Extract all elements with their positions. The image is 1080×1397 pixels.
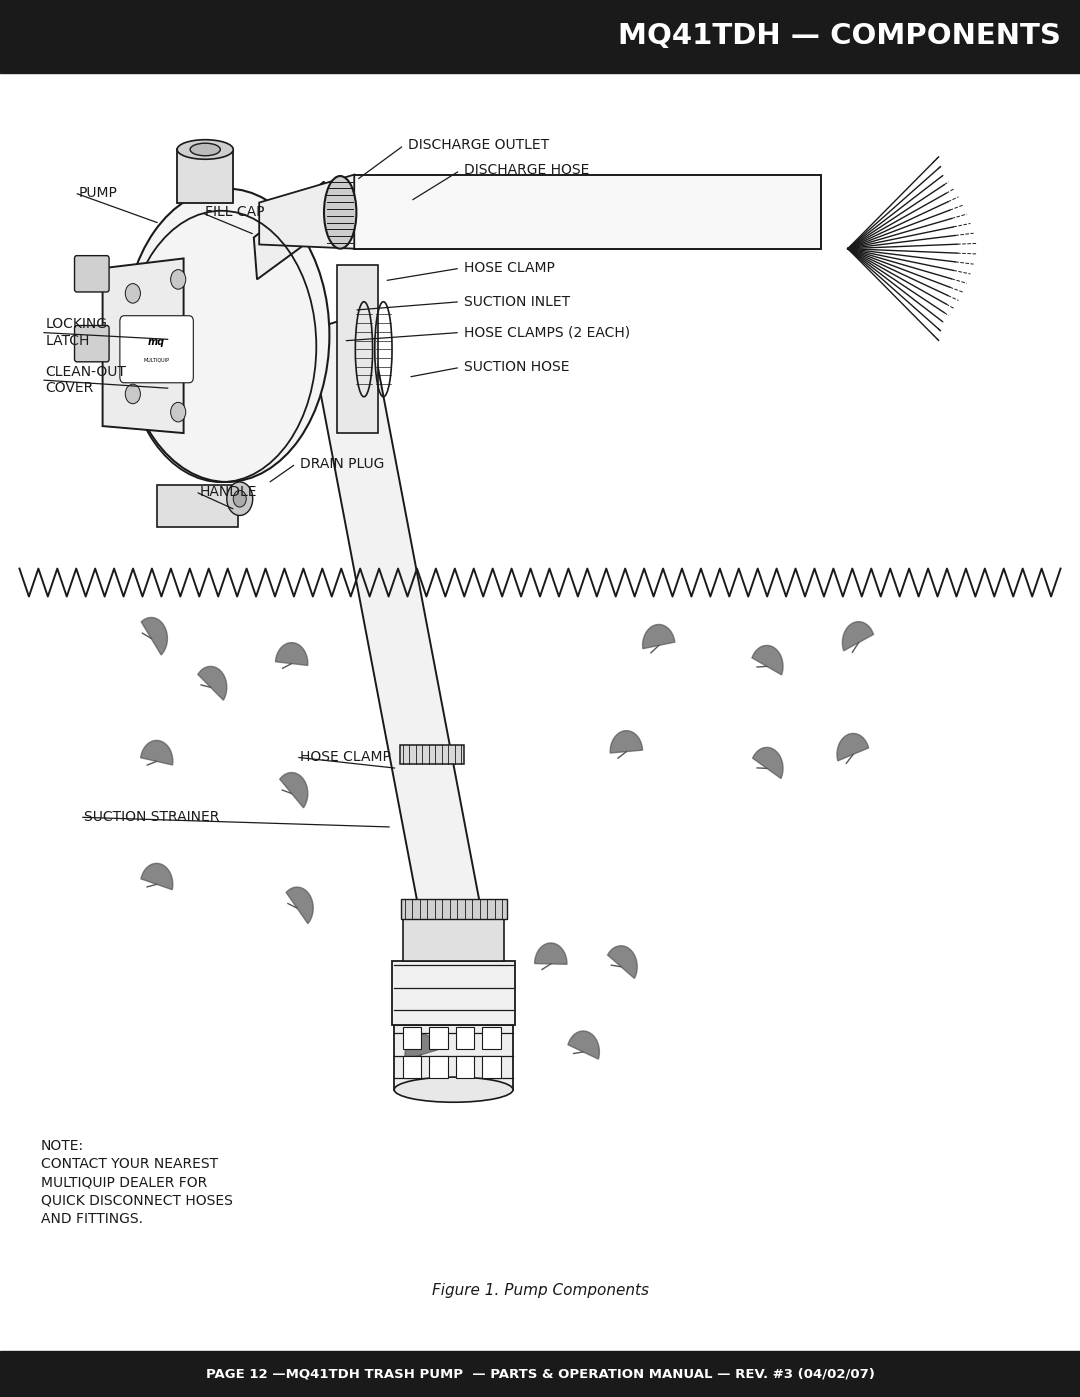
Polygon shape [752, 645, 783, 675]
Text: DISCHARGE OUTLET: DISCHARGE OUTLET [408, 138, 550, 152]
Text: Figure 1. Pump Components: Figure 1. Pump Components [432, 1284, 648, 1298]
Polygon shape [842, 622, 874, 651]
Text: LOCKING
LATCH: LOCKING LATCH [45, 317, 107, 348]
Polygon shape [753, 747, 783, 778]
Circle shape [227, 482, 253, 515]
Text: NOTE:
CONTACT YOUR NEAREST
MULTIQUIP DEALER FOR
QUICK DISCONNECT HOSES
AND FITTI: NOTE: CONTACT YOUR NEAREST MULTIQUIP DEA… [41, 1139, 233, 1227]
Polygon shape [141, 617, 167, 655]
Text: SUCTION STRAINER: SUCTION STRAINER [84, 810, 219, 824]
Bar [177, 149, 233, 203]
Polygon shape [275, 643, 308, 665]
Polygon shape [608, 946, 637, 978]
Polygon shape [103, 258, 184, 433]
Bar [401, 900, 507, 919]
Text: SUCTION INLET: SUCTION INLET [464, 295, 570, 309]
Text: FILL CAP: FILL CAP [205, 205, 265, 219]
Text: MQ41TDH — COMPONENTS: MQ41TDH — COMPONENTS [618, 22, 1061, 50]
Bar [337, 265, 378, 433]
Polygon shape [405, 1034, 437, 1059]
Polygon shape [259, 175, 354, 249]
Bar [430, 1027, 448, 1049]
Text: PAGE 12 —MQ41TDH TRASH PUMP  — PARTS & OPERATION MANUAL — REV. #3 (04/02/07): PAGE 12 —MQ41TDH TRASH PUMP — PARTS & OP… [205, 1368, 875, 1380]
Bar [430, 1056, 448, 1078]
Circle shape [233, 490, 246, 507]
Text: DISCHARGE HOSE: DISCHARGE HOSE [464, 163, 590, 177]
Bar [400, 745, 464, 764]
Ellipse shape [394, 1077, 513, 1102]
Text: HOSE CLAMP: HOSE CLAMP [464, 261, 555, 275]
Bar [456, 1056, 474, 1078]
FancyBboxPatch shape [75, 326, 109, 362]
Polygon shape [254, 182, 329, 279]
Bar [394, 1025, 513, 1090]
Polygon shape [141, 863, 173, 890]
Ellipse shape [177, 140, 233, 159]
Polygon shape [198, 666, 227, 700]
Text: MULTIQUIP: MULTIQUIP [144, 358, 170, 363]
Bar [354, 175, 821, 249]
FancyBboxPatch shape [120, 316, 193, 383]
Polygon shape [643, 624, 675, 648]
Polygon shape [610, 731, 643, 753]
Polygon shape [837, 733, 868, 761]
Polygon shape [535, 943, 567, 964]
Polygon shape [568, 1031, 599, 1059]
Bar [483, 1027, 501, 1049]
Circle shape [125, 384, 140, 404]
Text: DRAIN PLUG: DRAIN PLUG [300, 457, 384, 471]
Polygon shape [140, 740, 173, 766]
Ellipse shape [324, 176, 356, 249]
Bar [403, 1027, 421, 1049]
Text: PUMP: PUMP [79, 186, 118, 200]
Circle shape [171, 270, 186, 289]
Ellipse shape [124, 189, 329, 482]
Ellipse shape [190, 144, 220, 156]
Polygon shape [157, 485, 238, 527]
Text: HOSE CLAMPS (2 EACH): HOSE CLAMPS (2 EACH) [464, 326, 631, 339]
Bar [392, 961, 515, 1025]
Text: SUCTION HOSE: SUCTION HOSE [464, 360, 570, 374]
Bar [483, 1056, 501, 1078]
Circle shape [171, 402, 186, 422]
Bar [403, 1056, 421, 1078]
FancyBboxPatch shape [75, 256, 109, 292]
Polygon shape [309, 312, 483, 939]
Text: mq: mq [148, 337, 165, 348]
Bar [0, 1351, 1080, 1397]
Text: CLEAN-OUT
COVER: CLEAN-OUT COVER [45, 365, 126, 395]
Bar [403, 919, 504, 961]
Text: HOSE CLAMP: HOSE CLAMP [300, 750, 391, 764]
Bar [456, 1027, 474, 1049]
Polygon shape [280, 773, 308, 807]
Polygon shape [286, 887, 313, 923]
Text: HANDLE: HANDLE [200, 485, 257, 499]
Bar [0, 0, 1080, 73]
Circle shape [125, 284, 140, 303]
